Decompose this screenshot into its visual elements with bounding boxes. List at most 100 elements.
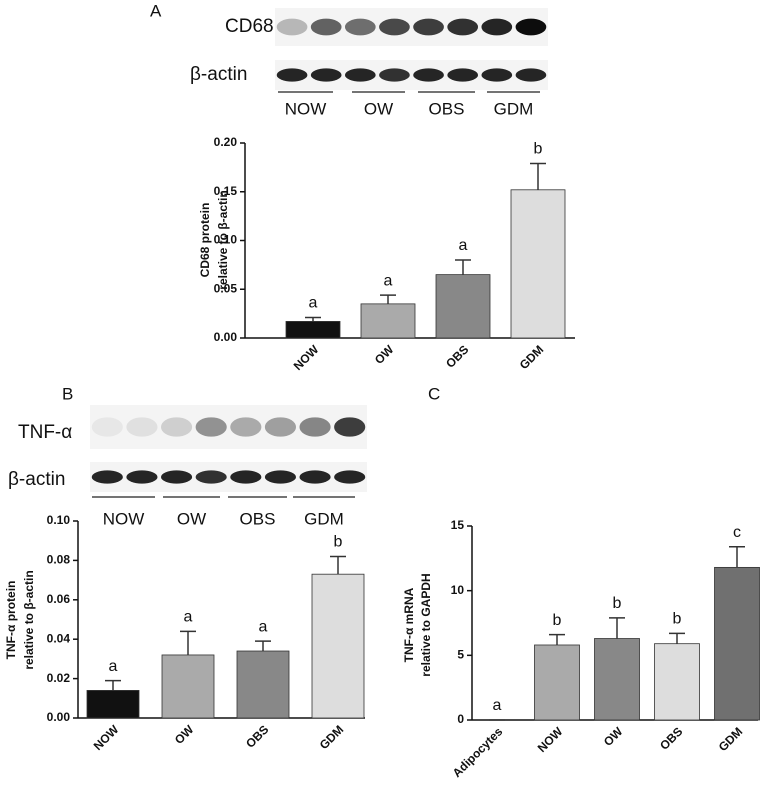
blot-band: [515, 68, 547, 82]
x-tick-label: OBS: [443, 342, 471, 370]
blot-band: [379, 18, 410, 36]
y-tick-label: 0.04: [47, 631, 71, 645]
significance-letter: a: [259, 618, 268, 635]
error-bar: [380, 294, 396, 304]
y-axis-label: TNF-α protein: [4, 581, 18, 660]
significance-letter: a: [309, 295, 318, 312]
y-tick-label: 0.06: [47, 592, 71, 606]
y-axis-label: relative to GAPDH: [419, 573, 433, 676]
x-tick-label: OBS: [657, 724, 685, 752]
y-tick-label: 5: [457, 648, 464, 662]
blot-band: [126, 470, 158, 484]
blot-group-label: OBS: [429, 99, 465, 118]
y-tick-label: 0.05: [214, 281, 238, 295]
error-bar: [255, 640, 271, 652]
blot-label: β-actin: [8, 469, 65, 490]
blot-band: [276, 18, 308, 36]
blot-band: [310, 18, 342, 36]
error-bar: [729, 545, 745, 568]
significance-letter: a: [384, 272, 393, 289]
blot-band: [126, 417, 158, 437]
significance-letter: a: [493, 697, 502, 714]
blot-band: [310, 68, 342, 82]
y-tick-label: 0.20: [214, 135, 238, 149]
y-axis-label: relative to β-actin: [22, 570, 36, 669]
bar: [86, 690, 140, 719]
y-tick-label: 0.02: [47, 671, 71, 685]
blot-band: [447, 68, 479, 82]
x-tick-label: OBS: [243, 722, 271, 750]
panel-label: A: [150, 1, 162, 20]
blot-band: [379, 68, 410, 82]
blot-band: [299, 470, 331, 484]
blot-band: [91, 417, 123, 437]
significance-letter: b: [534, 141, 543, 158]
bar: [311, 573, 365, 719]
blot-band: [334, 470, 366, 484]
blot-group-label: OBS: [240, 509, 276, 528]
blot-label: TNF-α: [18, 422, 72, 443]
significance-letter: a: [109, 658, 118, 675]
blot-band: [195, 470, 227, 484]
error-bar: [549, 633, 565, 645]
y-axis-label: CD68 protein: [198, 203, 212, 278]
error-bar: [455, 259, 471, 275]
y-tick-label: 0.10: [214, 233, 238, 247]
blot-band: [413, 18, 444, 36]
y-tick-label: 10: [451, 583, 465, 597]
error-bar: [330, 555, 346, 575]
y-tick-label: 15: [451, 518, 465, 532]
blot-band: [195, 417, 227, 437]
significance-letter: a: [459, 237, 468, 254]
blot-label: β-actin: [190, 64, 247, 85]
blot-label: CD68: [225, 16, 274, 37]
error-bar: [609, 617, 625, 639]
blot-group-label: OW: [177, 509, 206, 528]
significance-letter: a: [184, 609, 193, 626]
error-bar: [180, 630, 196, 655]
blot-band: [276, 68, 308, 82]
error-bar: [669, 632, 685, 644]
x-tick-label: GDM: [716, 724, 746, 754]
blot-group-label: NOW: [285, 99, 327, 118]
error-bar: [305, 316, 321, 322]
y-tick-label: 0.08: [47, 553, 71, 567]
x-tick-label: GDM: [517, 342, 547, 372]
y-tick-label: 0.10: [47, 513, 71, 527]
x-tick-label: OW: [372, 342, 397, 367]
error-bar: [105, 679, 121, 691]
bar: [435, 274, 491, 339]
blot-band: [230, 470, 262, 484]
x-tick-label: NOW: [91, 722, 122, 753]
significance-letter: b: [613, 595, 622, 612]
blot-group-label: GDM: [494, 99, 534, 118]
blot-band: [264, 470, 297, 484]
x-tick-label: OW: [601, 724, 626, 749]
blot-background: [90, 405, 367, 449]
blot-band: [481, 18, 513, 36]
y-tick-label: 0: [457, 712, 464, 726]
bar: [360, 303, 416, 339]
significance-letter: b: [673, 611, 682, 628]
bar: [594, 638, 640, 721]
blot-band: [481, 68, 513, 82]
significance-letter: b: [553, 612, 562, 629]
blot-band: [160, 470, 193, 484]
panel-label: B: [62, 384, 73, 403]
blot-band: [344, 68, 376, 82]
blot-group-label: GDM: [304, 509, 344, 528]
error-bar: [530, 162, 546, 190]
bar: [236, 650, 290, 719]
blot-band: [334, 417, 366, 437]
panel-label: C: [428, 384, 440, 403]
bar: [714, 566, 760, 721]
blot-band: [160, 417, 193, 437]
significance-letter: c: [733, 524, 741, 541]
y-tick-label: 0.00: [47, 710, 71, 724]
blot-band: [344, 18, 376, 36]
blot-group-label: NOW: [103, 509, 145, 528]
bar: [285, 321, 341, 339]
bar: [510, 189, 566, 339]
y-axis-label: relative to β-actin: [216, 190, 230, 289]
